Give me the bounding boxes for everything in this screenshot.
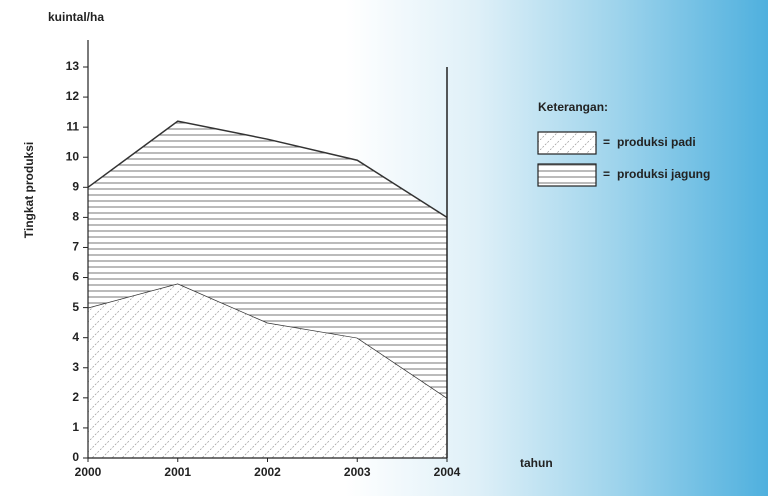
y-tick-label: 2 — [72, 390, 79, 404]
legend-swatch — [537, 131, 597, 155]
x-tick-label: 2001 — [164, 465, 191, 479]
y-tick-label: 8 — [72, 210, 79, 224]
y-tick-label: 5 — [72, 300, 79, 314]
x-tick-label: 2003 — [344, 465, 371, 479]
legend-separator: = — [603, 167, 610, 181]
y-tick-label: 13 — [66, 59, 80, 73]
legend-title: Keterangan: — [538, 100, 608, 114]
y-tick-label: 1 — [72, 420, 79, 434]
x-axis-label: tahun — [520, 456, 553, 470]
legend-label: produksi jagung — [617, 167, 710, 181]
x-tick-label: 2004 — [434, 465, 461, 479]
y-tick-label: 0 — [72, 450, 79, 464]
y-tick-label: 10 — [66, 149, 80, 163]
y-axis-label: Tingkat produksi — [22, 142, 36, 238]
y-tick-label: 3 — [72, 360, 79, 374]
unit-label: kuintal/ha — [48, 10, 104, 24]
y-tick-label: 12 — [66, 89, 80, 103]
y-tick-label: 9 — [72, 179, 79, 193]
legend-label: produksi padi — [617, 135, 696, 149]
area — [88, 121, 447, 398]
y-tick-label: 11 — [66, 119, 79, 133]
legend-swatch — [537, 163, 597, 187]
y-tick-label: 4 — [72, 330, 79, 344]
y-tick-label: 6 — [72, 270, 79, 284]
area — [88, 283, 447, 458]
x-tick-label: 2000 — [75, 465, 102, 479]
y-tick-label: 7 — [72, 240, 79, 254]
area-line — [87, 120, 448, 219]
x-tick-label: 2002 — [254, 465, 281, 479]
legend-separator: = — [603, 135, 610, 149]
